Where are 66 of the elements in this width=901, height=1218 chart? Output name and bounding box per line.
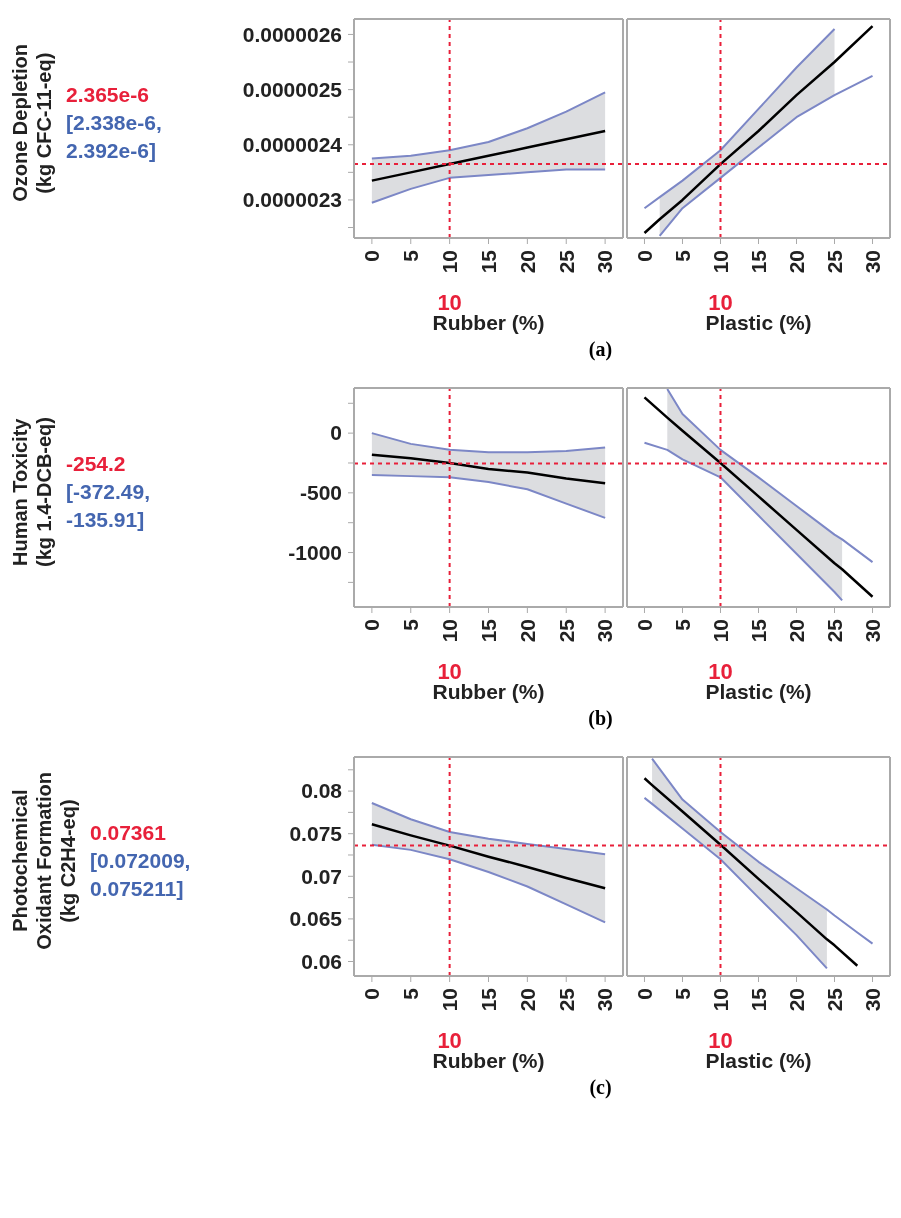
- text: 0.07361: [90, 820, 167, 846]
- x-tick-label: 20: [784, 619, 808, 643]
- x-tick-label: 0: [360, 619, 384, 631]
- y-tick-label: 0: [330, 421, 342, 445]
- x-tick-label: 5: [670, 249, 694, 262]
- x-tick-label: 25: [822, 618, 846, 643]
- x-tick-label: 25: [554, 987, 578, 1012]
- x-tick-label: 30: [593, 619, 617, 643]
- x-tick-label: 25: [554, 249, 578, 274]
- y-tick-label: 0.0000026: [242, 22, 342, 46]
- text: (c): [588, 1076, 613, 1099]
- y-axis-title: Ozone Depletion (kg CFC-11-eq): [8, 44, 56, 202]
- x-tick-label: 30: [593, 988, 617, 1012]
- x-tick-label: 20: [515, 250, 539, 274]
- text: [-372.49, -135.91]: [66, 479, 151, 533]
- x-tick-label: 10: [437, 988, 461, 1012]
- text: 2.365e-6: [66, 82, 150, 108]
- x-tick-label: 5: [670, 987, 694, 1000]
- x-tick-label: 10: [708, 988, 732, 1012]
- x-tick-label: 5: [399, 618, 423, 631]
- x-tick-label: 0: [360, 988, 384, 1000]
- x-tick-label: 0: [360, 250, 384, 262]
- y-tick-label: 0.07: [301, 864, 342, 888]
- x-tick-label: 5: [399, 987, 423, 1000]
- x-tick-label: 15: [476, 249, 500, 274]
- y-axis-title: Photochemical Oxidant Formation (kg C2H4-eq): [8, 772, 80, 950]
- x-tick-label: 5: [670, 618, 694, 631]
- x-tick-label: 10: [708, 619, 732, 643]
- y-tick-label: 0.0000025: [242, 77, 343, 101]
- text: (a): [587, 338, 614, 361]
- x-tick-label: 10: [708, 250, 732, 274]
- x-tick-label: 10: [437, 250, 461, 274]
- x-tick-label: 15: [746, 618, 770, 643]
- y-axis-title: Human Toxicity (kg 1.4-DCB-eq): [8, 416, 56, 567]
- y-tick-label: 0.065: [289, 907, 343, 931]
- text: -254.2: [66, 451, 127, 477]
- x-tick-label: 25: [554, 618, 578, 643]
- x-tick-label: 15: [746, 249, 770, 274]
- x-tick-label: 0: [632, 619, 656, 631]
- x-tick-label: 20: [515, 988, 539, 1012]
- y-tick-label: 0.0000023: [242, 188, 342, 212]
- y-tick-label: 0.075: [289, 822, 343, 846]
- x-tick-label: 25: [822, 987, 846, 1012]
- x-tick-label: 20: [515, 619, 539, 643]
- y-tick-label: 0.0000024: [242, 133, 343, 157]
- y-tick-label: -500: [299, 481, 342, 505]
- x-tick-label: 20: [784, 988, 808, 1012]
- x-tick-label: 5: [399, 249, 423, 262]
- x-tick-label: 15: [476, 618, 500, 643]
- x-tick-label: 0: [632, 250, 656, 262]
- text: [0.072009, 0.075211]: [90, 848, 191, 902]
- x-tick-label: 15: [746, 987, 770, 1012]
- x-tick-label: 10: [437, 619, 461, 643]
- x-tick-label: 20: [784, 250, 808, 274]
- x-tick-label: 30: [860, 250, 884, 274]
- x-tick-label: 25: [822, 249, 846, 274]
- x-tick-label: 30: [593, 250, 617, 274]
- y-tick-label: -1000: [288, 540, 342, 564]
- x-tick-label: 30: [860, 988, 884, 1012]
- y-tick-label: 0.06: [301, 949, 342, 973]
- x-tick-label: 15: [476, 987, 500, 1012]
- x-tick-label: 30: [860, 619, 884, 643]
- y-tick-label: 0.08: [301, 779, 343, 803]
- x-tick-label: 0: [632, 988, 656, 1000]
- text: (b): [587, 707, 614, 730]
- text: [2.338e-6, 2.392e-6]: [66, 110, 162, 164]
